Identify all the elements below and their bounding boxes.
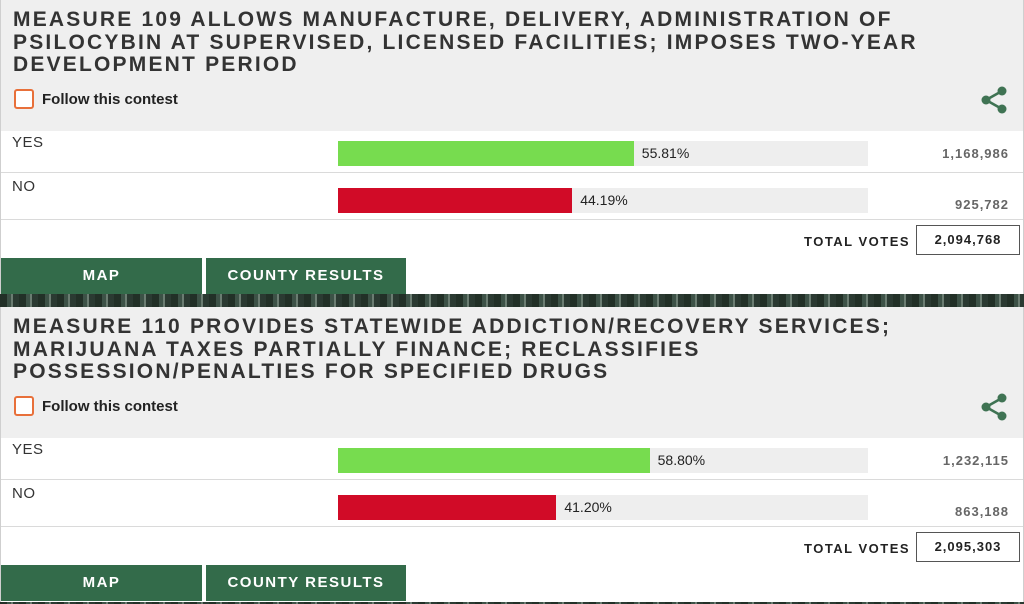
map-button[interactable]: MAP [1,565,202,601]
contest-actions: MAP COUNTY RESULTS [1,565,1023,601]
vote-count: 1,232,115 [942,453,1009,468]
vote-count: 863,188 [955,504,1009,519]
checkbox-icon[interactable] [14,89,34,109]
choice-label: YES [12,134,44,151]
contest-title: MEASURE 109 ALLOWS MANUFACTURE, DELIVERY… [13,8,918,76]
total-votes-value: 2,094,768 [916,225,1020,255]
contest-title: MEASURE 110 PROVIDES STATEWIDE ADDICTION… [13,315,892,383]
result-row-no: NO 41.20% 863,188 [1,480,1023,527]
result-bar-track: 44.19% [338,188,868,213]
vote-count: 1,168,986 [942,146,1009,161]
follow-contest-toggle[interactable]: Follow this contest [14,394,178,418]
checkbox-icon[interactable] [14,396,34,416]
choice-label: NO [12,485,36,502]
percent-label: 58.80% [657,452,706,468]
county-results-button[interactable]: COUNTY RESULTS [206,565,406,601]
contest-header: MEASURE 110 PROVIDES STATEWIDE ADDICTION… [1,307,1023,438]
total-votes-label: TOTAL VOTES [804,541,911,556]
result-row-no: NO 44.19% 925,782 [1,173,1023,220]
map-button[interactable]: MAP [1,258,202,294]
percent-label: 55.81% [641,145,690,161]
contest-card-measure-110: MEASURE 110 PROVIDES STATEWIDE ADDICTION… [0,307,1024,602]
contest-card-measure-109: MEASURE 109 ALLOWS MANUFACTURE, DELIVERY… [0,0,1024,294]
choice-label: YES [12,441,44,458]
follow-contest-toggle[interactable]: Follow this contest [14,87,178,111]
total-votes-row: TOTAL VOTES 2,094,768 [1,220,1023,260]
total-votes-label: TOTAL VOTES [804,234,911,249]
result-row-yes: YES 55.81% 1,168,986 [1,131,1023,173]
result-bar-no [338,188,573,213]
follow-contest-label: Follow this contest [42,90,178,108]
follow-contest-label: Follow this contest [42,397,178,415]
background-photo-strip-bottom [0,602,1024,604]
contest-header: MEASURE 109 ALLOWS MANUFACTURE, DELIVERY… [1,0,1023,131]
share-icon[interactable] [979,393,1009,421]
result-row-yes: YES 58.80% 1,232,115 [1,438,1023,480]
result-bar-yes [338,448,650,473]
result-bar-track: 58.80% [338,448,868,473]
result-bar-track: 41.20% [338,495,868,520]
result-bar-track: 55.81% [338,141,868,166]
percent-label: 41.20% [564,499,612,515]
share-icon[interactable] [979,86,1009,114]
percent-label: 44.19% [580,192,628,208]
total-votes-row: TOTAL VOTES 2,095,303 [1,527,1023,567]
background-photo-strip [0,294,1024,307]
total-votes-value: 2,095,303 [916,532,1020,562]
county-results-button[interactable]: COUNTY RESULTS [206,258,406,294]
result-bar-yes [338,141,634,166]
contest-actions: MAP COUNTY RESULTS [1,258,1023,294]
result-bar-no [338,495,557,520]
vote-count: 925,782 [955,197,1009,212]
choice-label: NO [12,178,36,195]
